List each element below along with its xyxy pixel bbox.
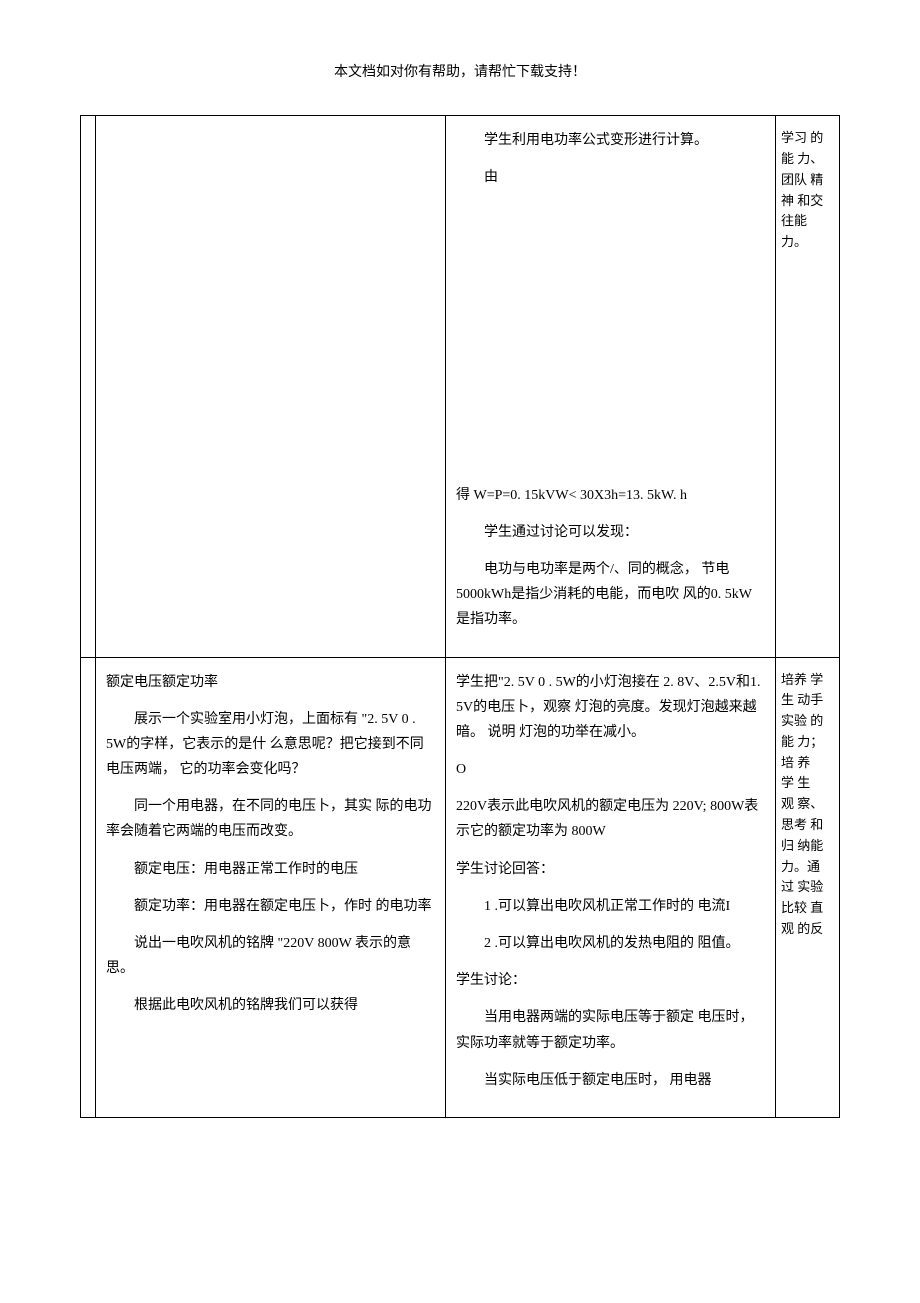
paragraph: 2 .可以算出电吹风机的发热电阻的 阻值。 [456,931,765,956]
paragraph: 学生通过讨论可以发现： [456,520,765,545]
paragraph: 学生利用电功率公式变形进行计算。 [456,128,765,153]
spacer [456,203,765,483]
paragraph: 220V表示此电吹风机的额定电压为 220V; 800W表示它的额定功率为 80… [456,794,765,844]
paragraph: 电功与电功率是两个/、同的概念， 节电5000kWh是指少消耗的电能，而电吹 风… [456,557,765,633]
paragraph: 学生讨论： [456,968,765,993]
objective-cell: 学习 的能 力、团队 精神 和交 往能 力。 [776,116,831,656]
teacher-activity-cell [96,116,446,656]
paragraph: 额定功率：用电器在额定电压卜，作时 的电功率 [106,894,435,919]
header-text: 本文档如对你有帮助，请帮忙下载支持！ [334,65,586,80]
objective-text: 学习 的能 力、团队 精神 和交 往能 力。 [781,130,823,249]
paragraph: O [456,757,765,782]
paragraph: 当实际电压低于额定电压时， 用电器 [456,1068,765,1093]
paragraph: 当用电器两端的实际电压等于额定 电压时，实际功率就等于额定功率。 [456,1005,765,1055]
table-row: 额定电压额定功率 展示一个实验室用小灯泡，上面标有 "2. 5V 0 . 5W的… [81,658,839,1117]
teacher-activity-cell: 额定电压额定功率 展示一个实验室用小灯泡，上面标有 "2. 5V 0 . 5W的… [96,658,446,1117]
paragraph: 同一个用电器，在不同的电压卜，其实 际的电功率会随着它两端的电压而改变。 [106,794,435,844]
student-activity-cell: 学生把"2. 5V 0 . 5W的小灯泡接在 2. 8V、2.5V和1. 5V的… [446,658,776,1117]
paragraph: 学生讨论回答： [456,857,765,882]
page-header: 本文档如对你有帮助，请帮忙下载支持！ [80,60,840,85]
objective-cell: 培养 学生 动手 实验 的能 力；培 养 学 生 观 察、思考 和归 纳能 力。… [776,658,831,1117]
objective-text: 培养 学生 动手 实验 的能 力；培 养 学 生 观 察、思考 和归 纳能 力。… [781,672,823,937]
row-gutter [81,116,96,656]
paragraph: 根据此电吹风机的铭牌我们可以获得 [106,993,435,1018]
paragraph: 学生把"2. 5V 0 . 5W的小灯泡接在 2. 8V、2.5V和1. 5V的… [456,670,765,746]
paragraph: 得 W=P=0. 15kVW< 30X3h=13. 5kW. h [456,483,765,508]
student-activity-cell: 学生利用电功率公式变形进行计算。 由 得 W=P=0. 15kVW< 30X3h… [446,116,776,656]
paragraph: 1 .可以算出电吹风机正常工作时的 电流I [456,894,765,919]
paragraph: 展示一个实验室用小灯泡，上面标有 "2. 5V 0 . 5W的字样，它表示的是什… [106,707,435,783]
paragraph: 由 [456,165,765,190]
row-gutter [81,658,96,1117]
paragraph: 说出一电吹风机的铭牌 "220V 800W 表示的意思。 [106,931,435,981]
section-title: 额定电压额定功率 [106,670,435,695]
lesson-table: 学生利用电功率公式变形进行计算。 由 得 W=P=0. 15kVW< 30X3h… [80,115,840,1118]
paragraph: 额定电压：用电器正常工作时的电压 [106,857,435,882]
table-row: 学生利用电功率公式变形进行计算。 由 得 W=P=0. 15kVW< 30X3h… [81,116,839,657]
